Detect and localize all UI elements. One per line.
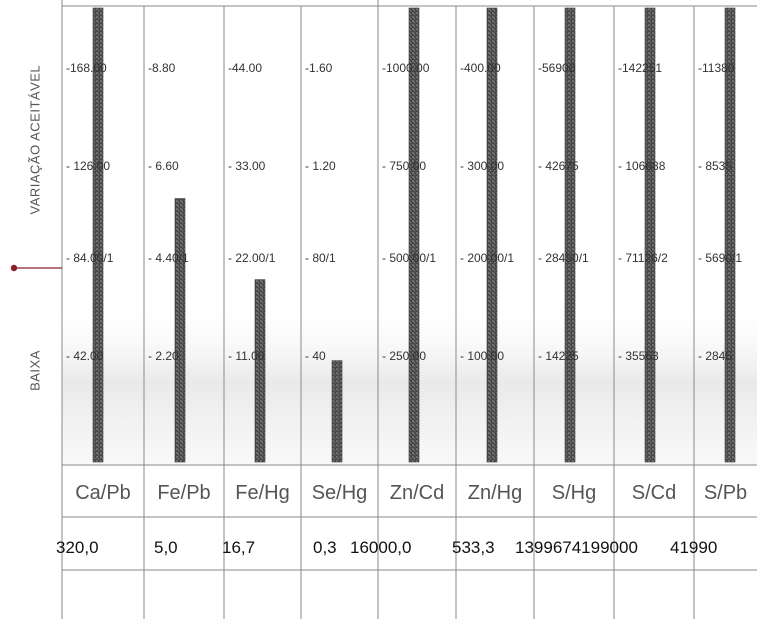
value-label: 16,7 bbox=[222, 538, 255, 557]
bar-zn-cd bbox=[409, 8, 419, 462]
scale-label: -142251 bbox=[618, 61, 662, 75]
value-label: 0,3 bbox=[313, 538, 337, 557]
scale-label: - 35563 bbox=[618, 349, 659, 363]
scale-label: - 500.00/1 bbox=[382, 251, 436, 265]
scale-label: -8.80 bbox=[148, 61, 176, 75]
scale-label: - 250.00 bbox=[382, 349, 426, 363]
scale-label: - 40 bbox=[305, 349, 326, 363]
y-axis-label-acceptable: VARIAÇÃO ACEITÁVEL bbox=[28, 75, 43, 215]
value-label: 5,0 bbox=[154, 538, 178, 557]
scale-label: - 28450/1 bbox=[538, 251, 589, 265]
bar-fe-pb bbox=[175, 199, 185, 462]
category-label: Fe/Pb bbox=[157, 482, 210, 504]
scale-label: - 6.60 bbox=[148, 159, 179, 173]
scale-label: - 1.20 bbox=[305, 159, 336, 173]
scale-label: - 42675 bbox=[538, 159, 579, 173]
category-label: Zn/Cd bbox=[390, 482, 444, 504]
category-label: Se/Hg bbox=[312, 482, 368, 504]
bar-ca-pb bbox=[93, 8, 103, 462]
value-label: 1399674199000 bbox=[515, 538, 638, 557]
scale-label: - 33.00 bbox=[228, 159, 266, 173]
scale-label: - 5690/1 bbox=[698, 251, 742, 265]
category-label: S/Hg bbox=[552, 482, 596, 504]
scale-label: - 2845 bbox=[698, 349, 732, 363]
bar-s-cd bbox=[645, 8, 655, 462]
value-label: 320,0 bbox=[56, 538, 99, 557]
y-axis-label-low: BAIXA bbox=[28, 341, 43, 401]
category-label: S/Pb bbox=[704, 482, 747, 504]
scale-label: -11380 bbox=[698, 61, 735, 75]
bar-fe-hg bbox=[255, 280, 265, 462]
bar-s-hg bbox=[565, 8, 575, 462]
scale-label: - 106688 bbox=[618, 159, 666, 173]
scale-label: - 100.00 bbox=[460, 349, 504, 363]
bar-zn-hg bbox=[487, 8, 497, 462]
scale-label: - 126.00 bbox=[66, 159, 110, 173]
scale-label: - 750.00 bbox=[382, 159, 426, 173]
scale-label: - 22.00/1 bbox=[228, 251, 276, 265]
scale-label: - 42.00 bbox=[66, 349, 104, 363]
value-label: 16000,0 bbox=[350, 538, 411, 557]
scale-label: - 200.00/1 bbox=[460, 251, 514, 265]
bar-se-hg bbox=[332, 361, 342, 462]
scale-label: - 71126/2 bbox=[618, 251, 668, 265]
category-label: Ca/Pb bbox=[75, 482, 131, 504]
scale-label: - 300.00 bbox=[460, 159, 504, 173]
value-label: 533,3 bbox=[452, 538, 495, 557]
scale-label: -56900 bbox=[538, 61, 576, 75]
scale-label: -400.00 bbox=[460, 61, 501, 75]
scale-label: -1.60 bbox=[305, 61, 333, 75]
scale-label: - 80/1 bbox=[305, 251, 336, 265]
scale-label: -44.00 bbox=[228, 61, 262, 75]
category-label: Zn/Hg bbox=[468, 482, 522, 504]
scale-label: -1000.00 bbox=[382, 61, 430, 75]
scale-label: -168.00 bbox=[66, 61, 107, 75]
category-label: Fe/Hg bbox=[235, 482, 289, 504]
scale-label: - 4.40/1 bbox=[148, 251, 189, 265]
scale-label: - 11.00 bbox=[228, 349, 265, 363]
scale-label: - 8535 bbox=[698, 159, 732, 173]
scale-label: - 2.20 bbox=[148, 349, 179, 363]
y-axis-marker bbox=[11, 265, 62, 271]
scale-label: - 14225 bbox=[538, 349, 579, 363]
category-label: S/Cd bbox=[632, 482, 676, 504]
scale-label: - 84.00/1 bbox=[66, 251, 114, 265]
bar-s-pb bbox=[725, 8, 735, 462]
value-label: 41990 bbox=[670, 538, 717, 557]
